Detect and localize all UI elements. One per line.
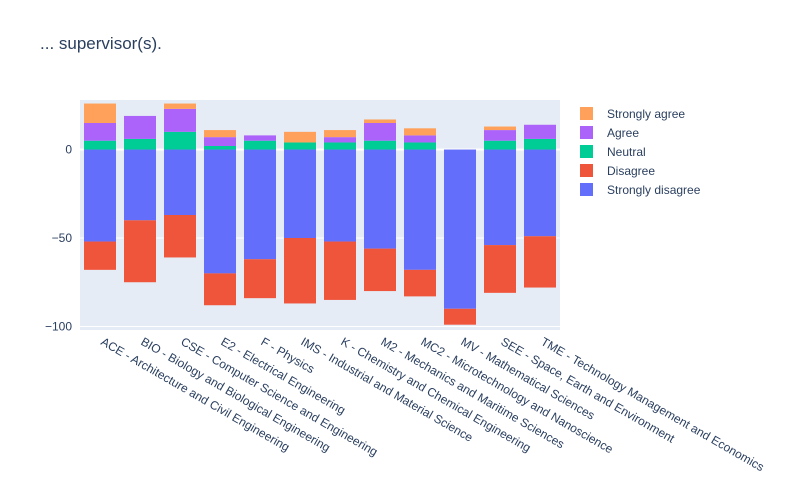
legend-swatch: [580, 164, 593, 177]
bar-agree: [84, 123, 116, 141]
bar-agree: [324, 137, 356, 143]
bar-neutral: [484, 140, 516, 150]
bar-neutral: [324, 142, 356, 150]
bar-neutral: [404, 142, 436, 150]
bar-disagree: [204, 273, 236, 306]
bar-neutral: [84, 140, 116, 150]
bar-strongly-disagree: [124, 149, 156, 221]
legend-item[interactable]: Agree: [580, 123, 700, 142]
bar-strongly-agree: [164, 103, 196, 109]
legend-swatch: [580, 183, 593, 196]
bar-strongly-disagree: [164, 149, 196, 215]
legend: Strongly agree Agree Neutral Disagree Strong…: [580, 104, 700, 199]
y-tick-label: 0: [65, 143, 72, 157]
bar-neutral: [204, 146, 236, 150]
legend-swatch: [580, 126, 593, 139]
bar-disagree: [524, 236, 556, 288]
legend-item[interactable]: Strongly agree: [580, 104, 700, 123]
bar-disagree: [364, 248, 396, 292]
bar-agree: [124, 115, 156, 139]
bar-agree: [204, 137, 236, 146]
bar-neutral: [524, 138, 556, 150]
bar-agree: [244, 135, 276, 141]
bar-strongly-disagree: [444, 149, 476, 309]
chart-title: ... supervisor(s).: [40, 34, 162, 53]
bar-strongly-disagree: [204, 149, 236, 274]
bar-neutral: [284, 142, 316, 150]
bar-agree: [484, 130, 516, 141]
bar-disagree: [404, 269, 436, 297]
bar-strongly-disagree: [364, 149, 396, 249]
bar-neutral: [244, 140, 276, 150]
bar-disagree: [444, 308, 476, 325]
bar-disagree: [324, 241, 356, 300]
bar-strongly-disagree: [84, 149, 116, 242]
bar-strongly-disagree: [244, 149, 276, 260]
bars: [84, 103, 556, 325]
bar-neutral: [364, 140, 396, 150]
bar-strongly-disagree: [284, 149, 316, 238]
legend-item[interactable]: Disagree: [580, 161, 700, 180]
bar-disagree: [84, 241, 116, 270]
y-tick-label: −100: [45, 319, 72, 333]
legend-label: Strongly agree: [607, 106, 686, 121]
bar-neutral: [124, 138, 156, 150]
bar-strongly-agree: [484, 126, 516, 131]
legend-item[interactable]: Strongly disagree: [580, 180, 700, 199]
bar-disagree: [244, 259, 276, 299]
bar-strongly-agree: [284, 131, 316, 143]
legend-swatch: [580, 145, 593, 158]
bar-disagree: [124, 220, 156, 283]
bar-agree: [404, 135, 436, 143]
legend-item[interactable]: Neutral: [580, 142, 700, 161]
bar-strongly-disagree: [484, 149, 516, 246]
bar-strongly-agree: [404, 128, 436, 136]
legend-label: Agree: [607, 125, 640, 140]
bar-disagree: [484, 245, 516, 293]
x-axis: ACE - Architecture and Civil Engineering…: [99, 334, 767, 474]
legend-swatch: [580, 107, 593, 120]
bar-neutral: [164, 131, 196, 150]
legend-label: Strongly disagree: [607, 182, 701, 197]
bar-disagree: [284, 238, 316, 304]
bar-agree: [524, 124, 556, 139]
bar-agree: [364, 123, 396, 141]
bar-disagree: [164, 215, 196, 258]
plot-background: [80, 100, 560, 330]
gridlines: [80, 148, 560, 327]
bar-strongly-agree: [364, 119, 396, 123]
bar-strongly-agree: [84, 103, 116, 123]
bar-strongly-disagree: [404, 149, 436, 270]
y-axis: 0 −50 −100: [45, 143, 72, 334]
bar-agree: [164, 108, 196, 132]
bar-strongly-agree: [324, 130, 356, 138]
bar-strongly-agree: [204, 130, 236, 138]
bar-strongly-disagree: [524, 149, 556, 237]
legend-label: Disagree: [607, 163, 656, 178]
legend-label: Neutral: [607, 144, 646, 159]
y-tick-label: −50: [52, 231, 73, 245]
bar-strongly-disagree: [324, 149, 356, 242]
